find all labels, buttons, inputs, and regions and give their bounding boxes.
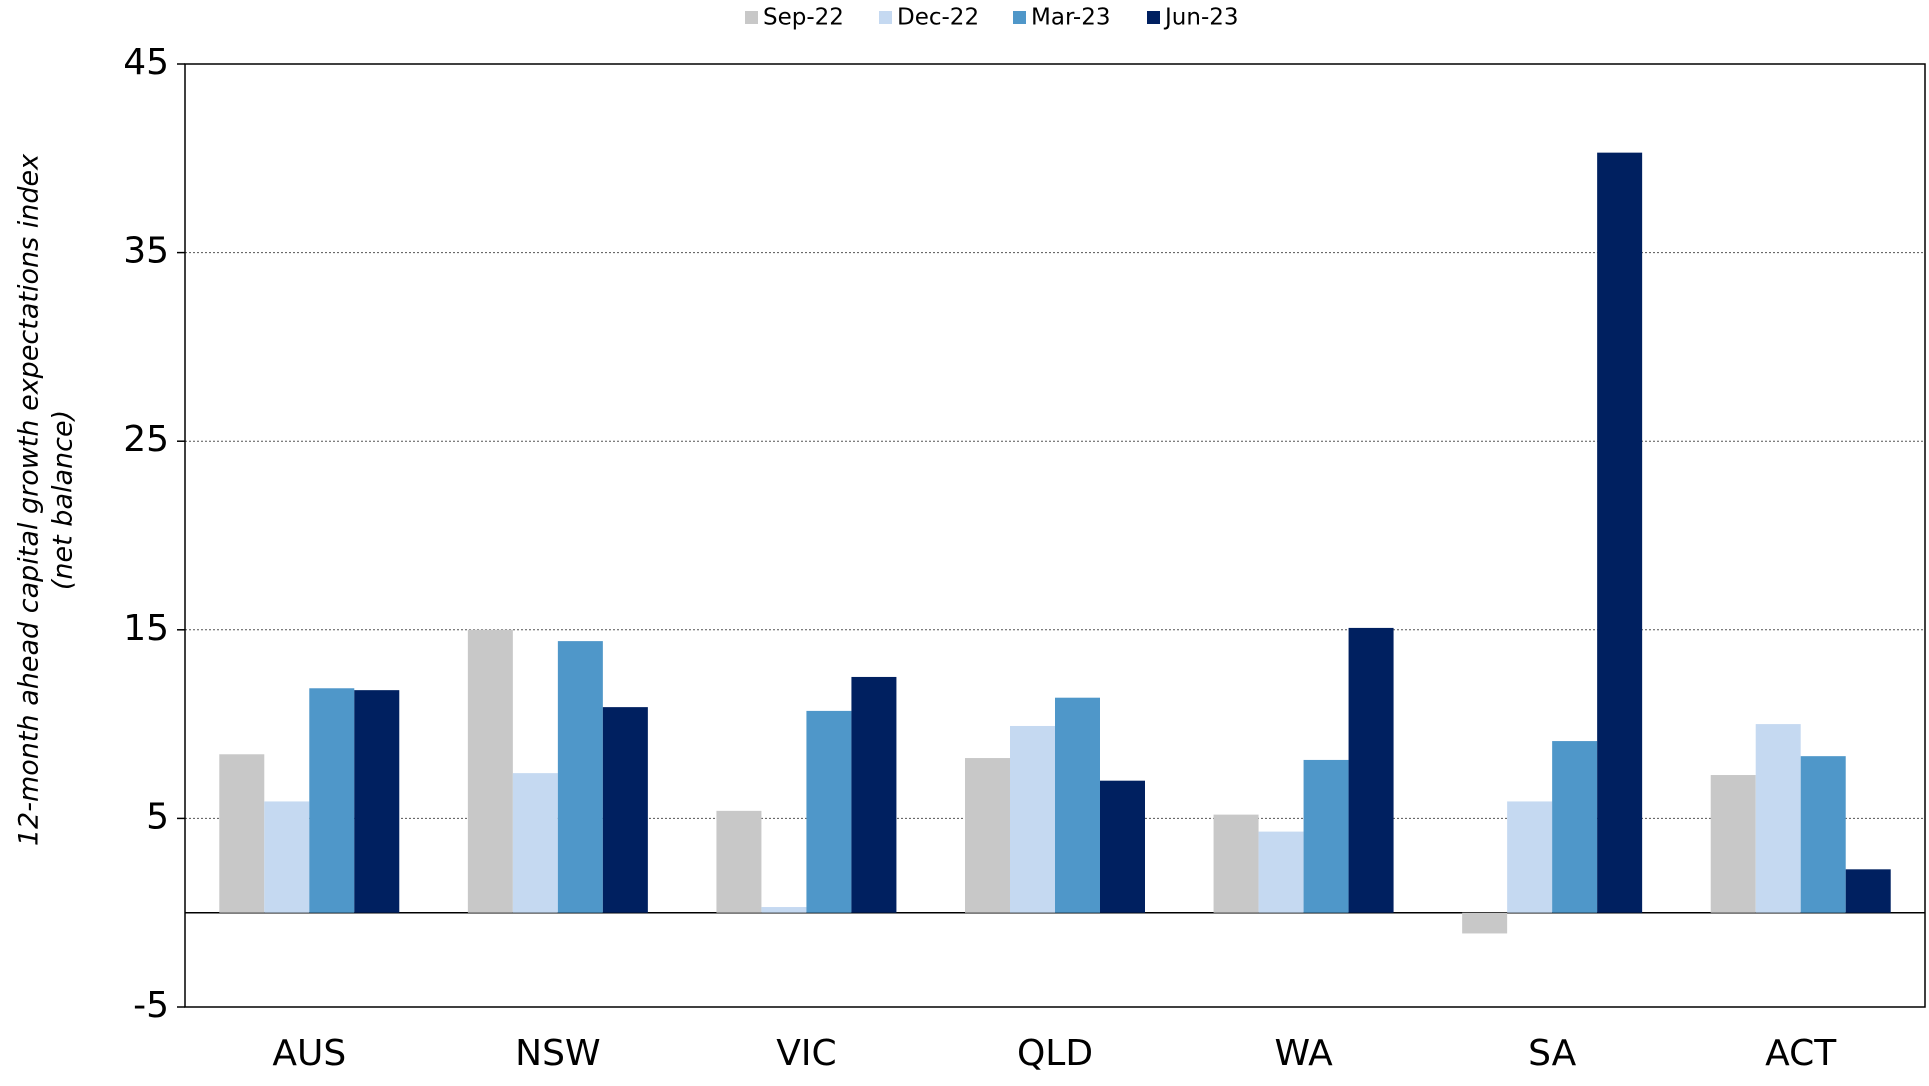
x-tick-label: QLD (1017, 1033, 1093, 1074)
bar (219, 754, 265, 913)
bar (1755, 724, 1801, 913)
bar (1800, 756, 1846, 913)
y-tick-label: -5 (133, 985, 169, 1026)
x-tick-label: SA (1528, 1033, 1577, 1074)
legend-swatch (879, 11, 892, 24)
bar (851, 676, 897, 913)
bar (1507, 801, 1553, 913)
bar (512, 773, 558, 913)
legend-label: Mar-23 (1031, 5, 1111, 31)
x-tick-label: NSW (515, 1033, 600, 1074)
bar (1100, 780, 1145, 913)
legend-swatch (1147, 11, 1160, 24)
bar (1710, 775, 1756, 913)
bar (264, 801, 310, 913)
bar (1845, 869, 1891, 913)
legend-label: Jun-23 (1163, 5, 1239, 31)
bar (309, 688, 355, 913)
bar (602, 707, 648, 913)
y-tick-label: 15 (123, 608, 169, 649)
bar (354, 690, 400, 913)
y-axis-label-line: (net balance) (48, 410, 79, 590)
x-tick-label: VIC (776, 1033, 836, 1074)
legend-swatch (745, 11, 758, 24)
bar (965, 758, 1010, 913)
bar (1213, 814, 1259, 913)
bar (716, 810, 762, 913)
y-tick-label: 35 (123, 231, 169, 272)
legend-swatch (1013, 11, 1026, 24)
y-tick-label: 5 (146, 796, 169, 837)
bar (1303, 759, 1349, 913)
bar (1597, 152, 1643, 913)
bar (1010, 725, 1055, 913)
plot-frame (184, 63, 1926, 1008)
bar (1055, 697, 1100, 913)
y-axis-label-line: 12-month ahead capital growth expectatio… (14, 153, 45, 846)
y-axis-label: 12-month ahead capital growth expectatio… (14, 153, 79, 846)
bar (1462, 912, 1508, 934)
legend-label: Dec-22 (897, 5, 979, 31)
y-tick-label: 25 (123, 419, 169, 460)
bar (557, 641, 603, 913)
x-tick-label: WA (1274, 1033, 1333, 1074)
x-tick-label: ACT (1765, 1033, 1837, 1074)
bar (806, 710, 852, 913)
bar (467, 629, 513, 913)
bar (1552, 741, 1598, 913)
bar (1258, 831, 1304, 913)
legend-label: Sep-22 (763, 5, 844, 31)
x-tick-label: AUS (272, 1033, 346, 1074)
y-tick-label: 45 (123, 42, 169, 83)
bar (761, 907, 807, 913)
bar (1348, 627, 1394, 913)
